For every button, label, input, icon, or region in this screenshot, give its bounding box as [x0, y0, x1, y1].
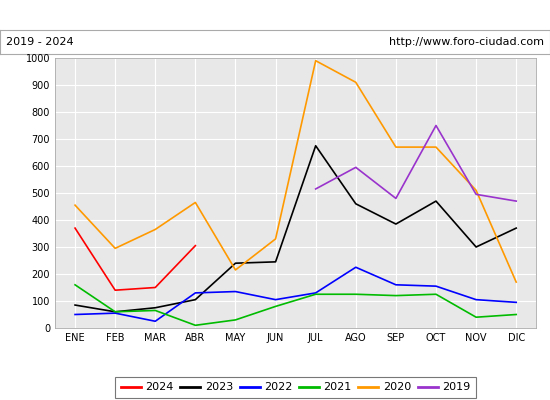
Text: http://www.foro-ciudad.com: http://www.foro-ciudad.com [389, 37, 544, 47]
Text: 2019 - 2024: 2019 - 2024 [6, 37, 73, 47]
Legend: 2024, 2023, 2022, 2021, 2020, 2019: 2024, 2023, 2022, 2021, 2020, 2019 [115, 377, 476, 398]
Text: Evolucion Nº Turistas Nacionales en el municipio de Undúés de Lerda: Evolucion Nº Turistas Nacionales en el m… [35, 8, 515, 22]
